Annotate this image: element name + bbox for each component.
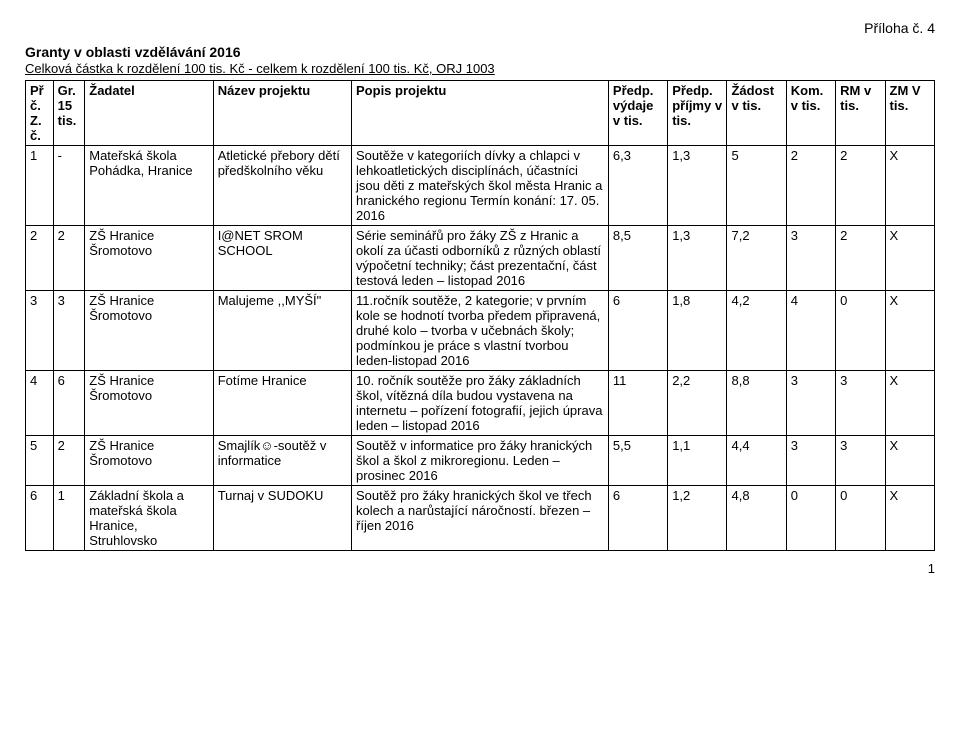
cell-naz: Atletické přebory dětí předškolního věku xyxy=(213,146,351,226)
col-pri: Předp. příjmy v tis. xyxy=(668,81,727,146)
cell-pop: Soutěž pro žáky hranických škol ve třech… xyxy=(352,486,609,551)
table-row: 52ZŠ Hranice ŠromotovoSmajlík☺-soutěž v … xyxy=(26,436,935,486)
cell-naz: Malujeme ,,MYŠÍ" xyxy=(213,291,351,371)
cell-vyd: 5,5 xyxy=(608,436,667,486)
cell-zad: ZŠ Hranice Šromotovo xyxy=(85,291,213,371)
cell-vyd: 11 xyxy=(608,371,667,436)
cell-zm: X xyxy=(885,291,934,371)
page-subtitle: Celková částka k rozdělení 100 tis. Kč -… xyxy=(25,61,935,76)
cell-zm: X xyxy=(885,371,934,436)
col-kom: Kom. v tis. xyxy=(786,81,835,146)
cell-pri: 1,3 xyxy=(668,146,727,226)
table-row: 1-Mateřská škola Pohádka, HraniceAtletic… xyxy=(26,146,935,226)
cell-zadost: 7,2 xyxy=(727,226,786,291)
cell-rm: 0 xyxy=(836,291,885,371)
table-row: 22ZŠ Hranice ŠromotovoI@NET SROM SCHOOLS… xyxy=(26,226,935,291)
cell-gr: 2 xyxy=(53,436,85,486)
cell-kom: 4 xyxy=(786,291,835,371)
cell-zm: X xyxy=(885,486,934,551)
col-pr: Př č. Z. č. xyxy=(26,81,54,146)
cell-pop: 11.ročník soutěže, 2 kategorie; v prvním… xyxy=(352,291,609,371)
cell-rm: 0 xyxy=(836,486,885,551)
cell-zm: X xyxy=(885,146,934,226)
cell-zad: ZŠ Hranice Šromotovo xyxy=(85,436,213,486)
cell-pri: 2,2 xyxy=(668,371,727,436)
cell-gr: 2 xyxy=(53,226,85,291)
cell-rm: 2 xyxy=(836,146,885,226)
cell-naz: Turnaj v SUDOKU xyxy=(213,486,351,551)
cell-rm: 3 xyxy=(836,436,885,486)
cell-kom: 3 xyxy=(786,226,835,291)
cell-zm: X xyxy=(885,226,934,291)
cell-zad: ZŠ Hranice Šromotovo xyxy=(85,226,213,291)
cell-pri: 1,1 xyxy=(668,436,727,486)
grants-table: Př č. Z. č. Gr. 15 tis. Žadatel Název pr… xyxy=(25,80,935,551)
cell-gr: 3 xyxy=(53,291,85,371)
cell-zad: ZŠ Hranice Šromotovo xyxy=(85,371,213,436)
cell-zadost: 4,2 xyxy=(727,291,786,371)
cell-zadost: 8,8 xyxy=(727,371,786,436)
cell-pr: 1 xyxy=(26,146,54,226)
col-zm: ZM V tis. xyxy=(885,81,934,146)
cell-pri: 1,8 xyxy=(668,291,727,371)
table-body: 1-Mateřská škola Pohádka, HraniceAtletic… xyxy=(26,146,935,551)
cell-zad: Mateřská škola Pohádka, Hranice xyxy=(85,146,213,226)
cell-pop: Série seminářů pro žáky ZŠ z Hranic a ok… xyxy=(352,226,609,291)
page-title: Granty v oblasti vzdělávání 2016 xyxy=(25,44,935,60)
cell-pop: 10. ročník soutěže pro žáky základních š… xyxy=(352,371,609,436)
cell-gr: 6 xyxy=(53,371,85,436)
table-row: 61Základní škola a mateřská škola Hranic… xyxy=(26,486,935,551)
col-gr: Gr. 15 tis. xyxy=(53,81,85,146)
cell-zm: X xyxy=(885,436,934,486)
cell-pr: 4 xyxy=(26,371,54,436)
cell-vyd: 6,3 xyxy=(608,146,667,226)
cell-rm: 3 xyxy=(836,371,885,436)
cell-pop: Soutěž v informatice pro žáky hranických… xyxy=(352,436,609,486)
cell-pr: 3 xyxy=(26,291,54,371)
cell-pr: 6 xyxy=(26,486,54,551)
cell-naz: Smajlík☺-soutěž v informatice xyxy=(213,436,351,486)
table-row: 46ZŠ Hranice ŠromotovoFotíme Hranice10. … xyxy=(26,371,935,436)
cell-naz: I@NET SROM SCHOOL xyxy=(213,226,351,291)
cell-pr: 2 xyxy=(26,226,54,291)
attachment-label: Příloha č. 4 xyxy=(25,20,935,36)
cell-kom: 3 xyxy=(786,436,835,486)
cell-vyd: 8,5 xyxy=(608,226,667,291)
cell-kom: 2 xyxy=(786,146,835,226)
cell-kom: 3 xyxy=(786,371,835,436)
col-vyd: Předp. výdaje v tis. xyxy=(608,81,667,146)
cell-zadost: 4,4 xyxy=(727,436,786,486)
cell-naz: Fotíme Hranice xyxy=(213,371,351,436)
col-pop: Popis projektu xyxy=(352,81,609,146)
page-number: 1 xyxy=(25,561,935,576)
cell-zad: Základní škola a mateřská škola Hranice,… xyxy=(85,486,213,551)
cell-vyd: 6 xyxy=(608,486,667,551)
col-zad: Žadatel xyxy=(85,81,213,146)
cell-gr: - xyxy=(53,146,85,226)
table-header-row: Př č. Z. č. Gr. 15 tis. Žadatel Název pr… xyxy=(26,81,935,146)
cell-pri: 1,3 xyxy=(668,226,727,291)
col-naz: Název projektu xyxy=(213,81,351,146)
cell-zadost: 5 xyxy=(727,146,786,226)
cell-vyd: 6 xyxy=(608,291,667,371)
cell-rm: 2 xyxy=(836,226,885,291)
cell-pop: Soutěže v kategoriích dívky a chlapci v … xyxy=(352,146,609,226)
cell-zadost: 4,8 xyxy=(727,486,786,551)
cell-pr: 5 xyxy=(26,436,54,486)
table-row: 33ZŠ Hranice ŠromotovoMalujeme ,,MYŠÍ"11… xyxy=(26,291,935,371)
col-rm: RM v tis. xyxy=(836,81,885,146)
col-zadost: Žádost v tis. xyxy=(727,81,786,146)
cell-pri: 1,2 xyxy=(668,486,727,551)
cell-kom: 0 xyxy=(786,486,835,551)
cell-gr: 1 xyxy=(53,486,85,551)
